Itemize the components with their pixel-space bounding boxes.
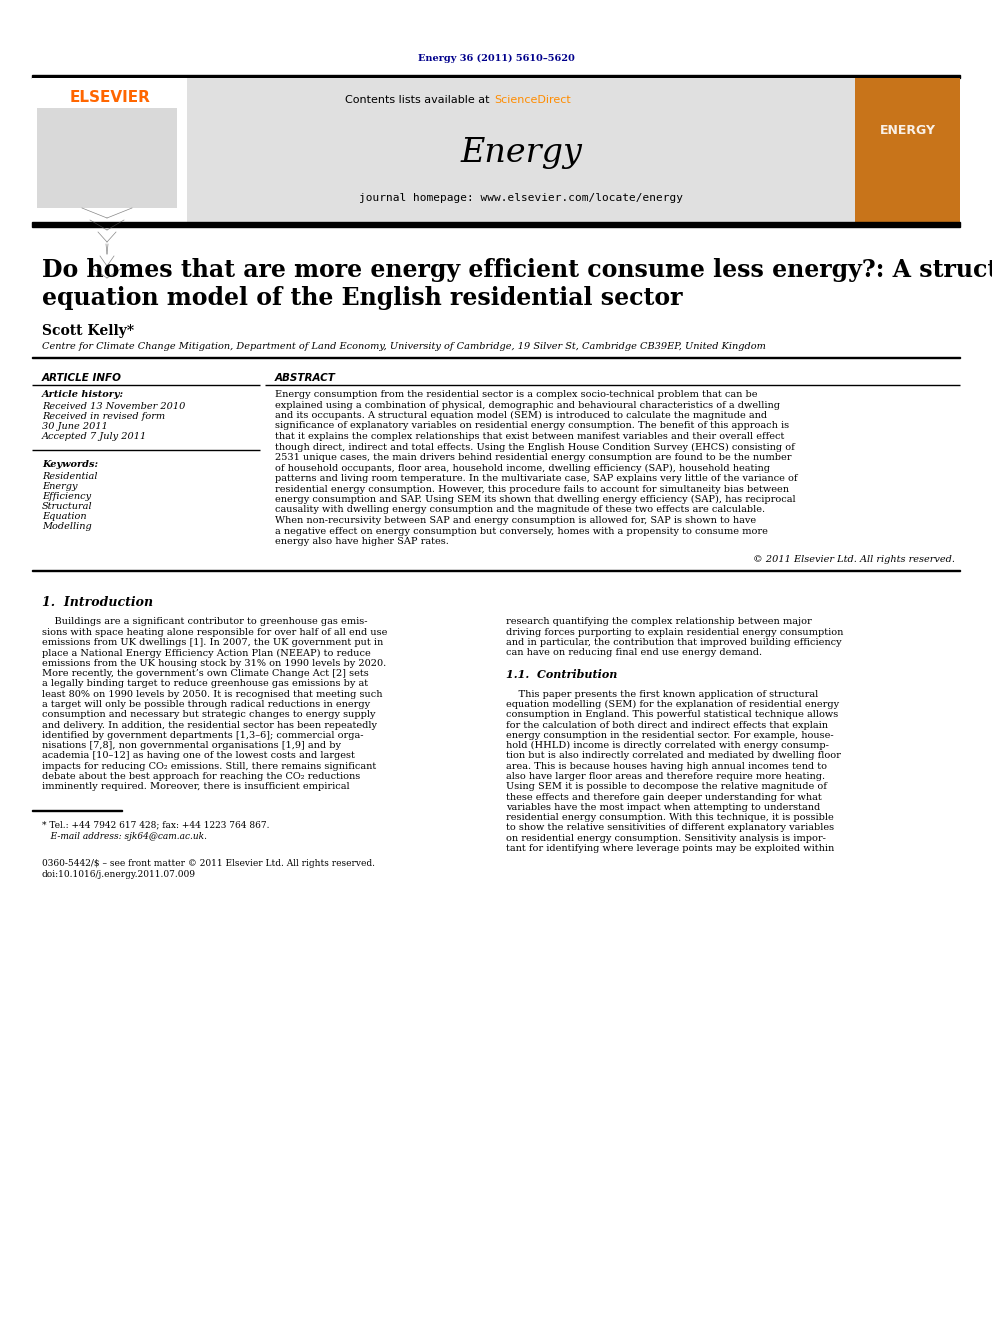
Text: though direct, indirect and total effects. Using the English House Condition Sur: though direct, indirect and total effect… — [275, 442, 795, 451]
Text: residential energy consumption. However, this procedure fails to account for sim: residential energy consumption. However,… — [275, 484, 789, 493]
Text: sions with space heating alone responsible for over half of all end use: sions with space heating alone responsib… — [42, 628, 387, 636]
Text: and delivery. In addition, the residential sector has been repeatedly: and delivery. In addition, the residenti… — [42, 721, 377, 729]
Text: of household occupants, floor area, household income, dwelling efficiency (SAP),: of household occupants, floor area, hous… — [275, 463, 770, 472]
Text: Contents lists available at: Contents lists available at — [345, 95, 493, 105]
Text: More recently, the government’s own Climate Change Act [2] sets: More recently, the government’s own Clim… — [42, 669, 369, 677]
Text: impacts for reducing CO₂ emissions. Still, there remains significant: impacts for reducing CO₂ emissions. Stil… — [42, 762, 376, 771]
Text: 0360-5442/$ – see front matter © 2011 Elsevier Ltd. All rights reserved.: 0360-5442/$ – see front matter © 2011 El… — [42, 859, 375, 868]
Text: patterns and living room temperature. In the multivariate case, SAP explains ver: patterns and living room temperature. In… — [275, 474, 798, 483]
Text: Scott Kelly*: Scott Kelly* — [42, 324, 134, 337]
Text: energy also have higher SAP rates.: energy also have higher SAP rates. — [275, 537, 448, 546]
Text: least 80% on 1990 levels by 2050. It is recognised that meeting such: least 80% on 1990 levels by 2050. It is … — [42, 689, 383, 699]
Text: area. This is because houses having high annual incomes tend to: area. This is because houses having high… — [506, 762, 827, 771]
Text: Centre for Climate Change Mitigation, Department of Land Economy, University of : Centre for Climate Change Mitigation, De… — [42, 343, 766, 351]
Text: Do homes that are more energy efficient consume less energy?: A structural: Do homes that are more energy efficient … — [42, 258, 992, 282]
Text: equation modelling (SEM) for the explanation of residential energy: equation modelling (SEM) for the explana… — [506, 700, 839, 709]
Text: energy consumption in the residential sector. For example, house-: energy consumption in the residential se… — [506, 730, 833, 740]
Text: significance of explanatory variables on residential energy consumption. The ben: significance of explanatory variables on… — [275, 422, 789, 430]
Text: research quantifying the complex relationship between major: research quantifying the complex relatio… — [506, 618, 811, 627]
Text: a legally binding target to reduce greenhouse gas emissions by at: a legally binding target to reduce green… — [42, 679, 368, 688]
Text: consumption and necessary but strategic changes to energy supply: consumption and necessary but strategic … — [42, 710, 376, 720]
Text: 30 June 2011: 30 June 2011 — [42, 422, 108, 431]
Text: Energy 36 (2011) 5610–5620: Energy 36 (2011) 5610–5620 — [418, 53, 574, 62]
Text: Article history:: Article history: — [42, 390, 124, 400]
Bar — [32, 75, 960, 78]
Text: Equation: Equation — [42, 512, 86, 521]
Text: a target will only be possible through radical reductions in energy: a target will only be possible through r… — [42, 700, 370, 709]
Text: Accepted 7 July 2011: Accepted 7 July 2011 — [42, 433, 147, 441]
Text: Residential: Residential — [42, 472, 97, 482]
Text: that it explains the complex relationships that exist between manifest variables: that it explains the complex relationshi… — [275, 433, 785, 441]
Text: Using SEM it is possible to decompose the relative magnitude of: Using SEM it is possible to decompose th… — [506, 782, 827, 791]
Text: hold (HHLD) income is directly correlated with energy consump-: hold (HHLD) income is directly correlate… — [506, 741, 829, 750]
Text: 1.  Introduction: 1. Introduction — [42, 595, 153, 609]
Text: a negative effect on energy consumption but conversely, homes with a propensity : a negative effect on energy consumption … — [275, 527, 768, 536]
Text: also have larger floor areas and therefore require more heating.: also have larger floor areas and therefo… — [506, 773, 825, 781]
Text: consumption in England. This powerful statistical technique allows: consumption in England. This powerful st… — [506, 710, 838, 720]
Text: * Tel.: +44 7942 617 428; fax: +44 1223 764 867.: * Tel.: +44 7942 617 428; fax: +44 1223 … — [42, 820, 270, 830]
Bar — [32, 78, 187, 224]
Text: equation model of the English residential sector: equation model of the English residentia… — [42, 286, 682, 310]
Text: imminently required. Moreover, there is insufficient empirical: imminently required. Moreover, there is … — [42, 782, 349, 791]
Bar — [187, 78, 855, 224]
Text: © 2011 Elsevier Ltd. All rights reserved.: © 2011 Elsevier Ltd. All rights reserved… — [753, 556, 955, 565]
Text: This paper presents the first known application of structural: This paper presents the first known appl… — [506, 689, 818, 699]
Text: can have on reducing final end use energy demand.: can have on reducing final end use energ… — [506, 648, 762, 658]
Text: ScienceDirect: ScienceDirect — [494, 95, 570, 105]
Text: Efficiency: Efficiency — [42, 492, 91, 501]
Text: When non-recursivity between SAP and energy consumption is allowed for, SAP is s: When non-recursivity between SAP and ene… — [275, 516, 756, 525]
Text: nisations [7,8], non governmental organisations [1,9] and by: nisations [7,8], non governmental organi… — [42, 741, 341, 750]
Text: energy consumption and SAP. Using SEM its shown that dwelling energy efficiency : energy consumption and SAP. Using SEM it… — [275, 495, 796, 504]
Text: for the calculation of both direct and indirect effects that explain: for the calculation of both direct and i… — [506, 721, 828, 729]
Text: variables have the most impact when attempting to understand: variables have the most impact when atte… — [506, 803, 820, 812]
Text: tant for identifying where leverage points may be exploited within: tant for identifying where leverage poin… — [506, 844, 834, 853]
Text: debate about the best approach for reaching the CO₂ reductions: debate about the best approach for reach… — [42, 773, 360, 781]
Text: Received 13 November 2010: Received 13 November 2010 — [42, 402, 186, 411]
Text: Energy: Energy — [42, 482, 77, 491]
Text: ARTICLE INFO: ARTICLE INFO — [42, 373, 122, 382]
Text: E-mail address: sjk64@cam.ac.uk.: E-mail address: sjk64@cam.ac.uk. — [42, 832, 207, 840]
Text: 1.1.  Contribution: 1.1. Contribution — [506, 669, 617, 680]
Text: Energy consumption from the residential sector is a complex socio-technical prob: Energy consumption from the residential … — [275, 390, 758, 400]
Text: emissions from the UK housing stock by 31% on 1990 levels by 2020.: emissions from the UK housing stock by 3… — [42, 659, 386, 668]
Text: driving forces purporting to explain residential energy consumption: driving forces purporting to explain res… — [506, 628, 843, 636]
Text: place a National Energy Efficiency Action Plan (NEEAP) to reduce: place a National Energy Efficiency Actio… — [42, 648, 371, 658]
Text: 2531 unique cases, the main drivers behind residential energy consumption are fo: 2531 unique cases, the main drivers behi… — [275, 452, 792, 462]
Text: Received in revised form: Received in revised form — [42, 411, 165, 421]
Text: doi:10.1016/j.energy.2011.07.009: doi:10.1016/j.energy.2011.07.009 — [42, 869, 196, 878]
Text: on residential energy consumption. Sensitivity analysis is impor-: on residential energy consumption. Sensi… — [506, 833, 826, 843]
Text: residential energy consumption. With this technique, it is possible: residential energy consumption. With thi… — [506, 814, 833, 822]
Text: identified by government departments [1,3–6]; commercial orga-: identified by government departments [1,… — [42, 730, 363, 740]
Text: tion but is also indirectly correlated and mediated by dwelling floor: tion but is also indirectly correlated a… — [506, 751, 841, 761]
Text: and in particular, the contribution that improved building efficiency: and in particular, the contribution that… — [506, 638, 841, 647]
Text: ABSTRACT: ABSTRACT — [275, 373, 336, 382]
Text: emissions from UK dwellings [1]. In 2007, the UK government put in: emissions from UK dwellings [1]. In 2007… — [42, 638, 383, 647]
Text: ELSEVIER: ELSEVIER — [69, 90, 151, 106]
Text: Keywords:: Keywords: — [42, 460, 98, 468]
Text: ENERGY: ENERGY — [880, 123, 936, 136]
Text: explained using a combination of physical, demographic and behavioural character: explained using a combination of physica… — [275, 401, 780, 410]
Text: journal homepage: www.elsevier.com/locate/energy: journal homepage: www.elsevier.com/locat… — [359, 193, 683, 202]
Text: and its occupants. A structural equation model (SEM) is introduced to calculate : and its occupants. A structural equation… — [275, 411, 767, 421]
Text: these effects and therefore gain deeper understanding for what: these effects and therefore gain deeper … — [506, 792, 821, 802]
Bar — [32, 222, 960, 228]
Text: Buildings are a significant contributor to greenhouse gas emis-: Buildings are a significant contributor … — [42, 618, 367, 627]
Text: Energy: Energy — [460, 138, 582, 169]
Text: academia [10–12] as having one of the lowest costs and largest: academia [10–12] as having one of the lo… — [42, 751, 355, 761]
Text: causality with dwelling energy consumption and the magnitude of these two effect: causality with dwelling energy consumpti… — [275, 505, 765, 515]
Text: Structural: Structural — [42, 501, 92, 511]
Bar — [37, 108, 177, 208]
Bar — [855, 78, 960, 224]
Text: Modelling: Modelling — [42, 523, 91, 531]
Text: to show the relative sensitivities of different explanatory variables: to show the relative sensitivities of di… — [506, 823, 834, 832]
